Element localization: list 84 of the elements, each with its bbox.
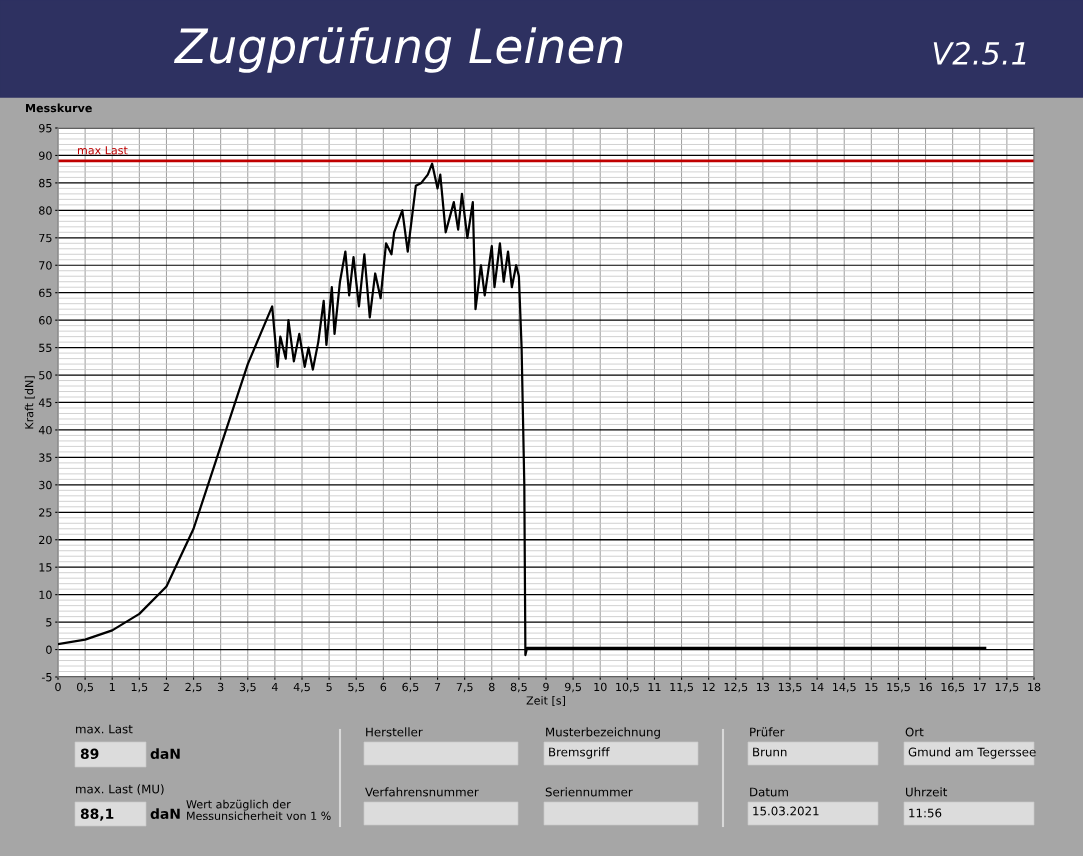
x-tick-label: 0,5 [77, 682, 93, 693]
y-tick-label: 50 [39, 371, 52, 380]
x-tick-label: 9 [543, 682, 549, 692]
x-tick-label: 17 [973, 682, 986, 691]
y-tick-label: 20 [39, 535, 52, 545]
x-tick-label: 3 [217, 682, 224, 692]
x-tick-label: 10 [594, 682, 607, 692]
y-tick-label: 45 [38, 398, 52, 407]
x-tick-label: 13,5 [778, 682, 802, 693]
x-tick-label: 3,5 [239, 682, 256, 693]
x-tick-label: 15 [865, 682, 878, 692]
y-tick-label: 65 [39, 288, 52, 298]
text: Brunn [753, 747, 787, 757]
y-tick-label: -5 [41, 673, 52, 682]
y-tick-label: 75 [39, 233, 52, 243]
text: Prüfer [750, 727, 785, 737]
text: Seriennummer [545, 787, 633, 797]
text: Messkurve [26, 103, 92, 113]
y-tick-label: 55 [39, 343, 52, 352]
x-tick-label: 11,5 [670, 682, 693, 693]
y-tick-label: 25 [39, 508, 52, 517]
x-tick-label: 12,5 [724, 682, 748, 693]
y-tick-label: 15 [39, 563, 52, 572]
chart-title: Zugprüfung Leinen [173, 27, 623, 73]
text: Gmund am Tegerssee [908, 747, 1036, 759]
x-tick-label: 6 [380, 682, 387, 692]
x-tick-label: 7,5 [456, 682, 473, 693]
x-tick-label: 7 [434, 682, 441, 691]
x-tick-label: 5 [326, 682, 332, 692]
x-tick-label: 6,5 [402, 682, 419, 693]
text: daN [150, 748, 180, 760]
ref-line-label: max Last [77, 146, 128, 155]
x-tick-label: 10,5 [616, 682, 639, 693]
text: 89 [80, 748, 99, 760]
text: Datum [750, 787, 788, 797]
y-tick-label: 0 [46, 645, 52, 654]
y-tick-label: 85 [39, 178, 52, 188]
text: max. Last [76, 724, 133, 734]
text: 15.03.2021 [753, 806, 819, 816]
y-tick-label: 70 [39, 261, 52, 270]
y-tick-label: 60 [39, 316, 52, 325]
x-tick-label: 17,5 [995, 682, 1019, 693]
chart-subtitle: V2.5.1 [933, 41, 1026, 65]
x-tick-label: 18 [1028, 682, 1041, 692]
x-tick-label: 2 [163, 682, 169, 691]
y-tick-label: 40 [38, 425, 52, 435]
text: max. Last (MU) [76, 784, 164, 795]
x-tick-label: 11 [648, 682, 661, 691]
x-tick-label: 0 [55, 682, 61, 692]
text: Musterbezeichnung [546, 727, 660, 739]
x-tick-label: 4 [271, 682, 278, 691]
x-tick-label: 4,5 [293, 682, 310, 693]
x-tick-label: 2,5 [185, 682, 202, 693]
text: Uhrzeit [906, 787, 948, 797]
x-tick-label: 14 [811, 682, 824, 691]
x-tick-label: 16 [919, 682, 932, 692]
text: Ort [905, 727, 924, 737]
x-tick-label: 8,5 [510, 682, 527, 693]
y-axis-title: Kraft [dN] [24, 376, 35, 429]
y-tick-label: 10 [39, 590, 52, 600]
x-tick-label: 15,5 [887, 682, 910, 693]
text: 88,1 [80, 808, 114, 821]
text: Bremsgriff [549, 747, 610, 759]
text: Verfahrensnummer [365, 787, 479, 797]
text: Hersteller [366, 727, 423, 737]
x-tick-label: 5,5 [348, 682, 365, 693]
x-tick-label: 1,5 [131, 682, 148, 693]
y-tick-label: 35 [39, 453, 52, 462]
x-tick-label: 14,5 [833, 682, 856, 693]
y-tick-label: 90 [39, 151, 52, 160]
text: daN [150, 808, 180, 820]
y-tick-label: 5 [46, 618, 52, 627]
x-axis-title: Zeit [s] [526, 696, 565, 706]
y-tick-label: 30 [39, 480, 52, 490]
x-tick-label: 12 [702, 682, 715, 691]
x-tick-label: 8 [489, 682, 495, 692]
x-tick-label: 9,5 [564, 682, 581, 693]
x-tick-label: 16,5 [941, 682, 965, 693]
y-tick-label: 80 [39, 206, 52, 215]
text: 11:56 [909, 808, 942, 818]
y-tick-label: 95 [39, 123, 52, 133]
x-tick-label: 13 [757, 682, 770, 692]
x-tick-label: 1 [109, 682, 115, 691]
text: Wert abzüglich der Messunsicherheit von 1 % [186, 799, 331, 821]
